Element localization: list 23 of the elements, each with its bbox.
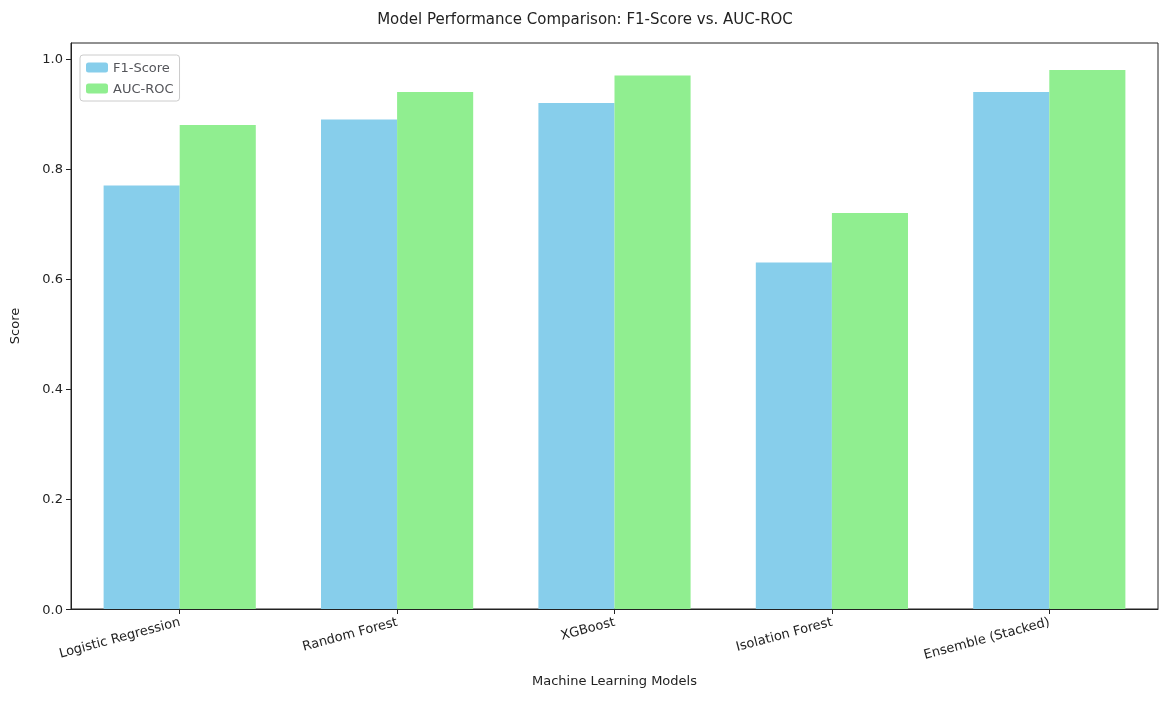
y-tick-label: 0.4	[42, 381, 63, 397]
x-tick-label: Isolation Forest	[734, 613, 834, 654]
bar	[321, 119, 398, 609]
y-axis-title: Score	[7, 307, 22, 345]
y-tick-label: 0.6	[42, 271, 63, 287]
bar	[973, 91, 1050, 609]
bar	[103, 185, 180, 609]
x-axis-title: Machine Learning Models	[532, 673, 698, 688]
y-tick-label: 0.2	[42, 491, 63, 507]
bar	[1049, 69, 1126, 609]
bar	[614, 75, 691, 609]
bar	[538, 102, 615, 609]
y-tick-label: 0.0	[42, 601, 63, 617]
bar	[831, 212, 908, 609]
y-tick-label: 1.0	[42, 51, 63, 67]
bar	[755, 262, 832, 609]
chart-title: Model Performance Comparison: F1-Score vs. AUC-ROC	[377, 9, 793, 28]
legend-label: F1-Score	[113, 60, 170, 75]
y-tick-label: 0.8	[42, 161, 63, 177]
bar	[179, 124, 256, 609]
x-tick-label: Random Forest	[300, 613, 400, 654]
bar	[397, 91, 474, 609]
legend-label: AUC-ROC	[113, 81, 174, 96]
